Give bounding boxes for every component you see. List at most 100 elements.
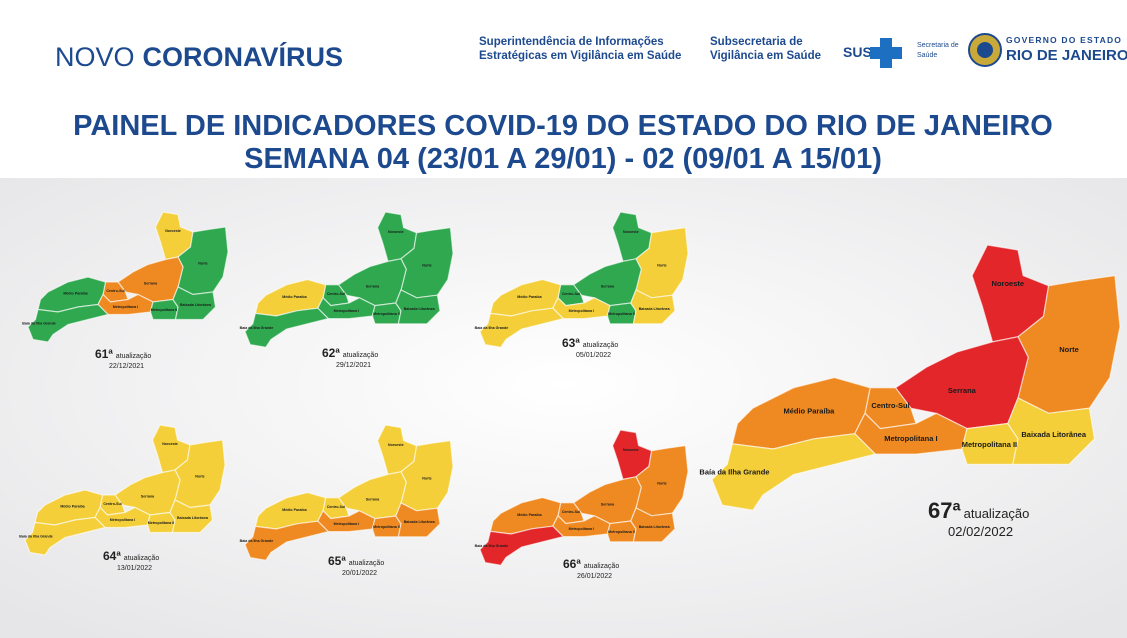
region-label: Metropolitana II — [608, 530, 635, 534]
rj-map: Noroeste Norte Serrana Centro-Sul Médio Para… — [22, 211, 229, 370]
gov-top: GOVERNO DO ESTADO — [1006, 35, 1122, 45]
update-date: 13/01/2022 — [117, 565, 152, 572]
region-label: Baía da Ilha Grande — [240, 326, 274, 330]
region — [317, 296, 376, 320]
brand-bold: CORONAVÍRUS — [143, 41, 344, 72]
region-label: Metropolitana II — [151, 308, 178, 312]
region-label: Metropolitana I — [334, 522, 360, 526]
region-label: Metropolitana II — [608, 312, 635, 316]
map-shapes — [479, 429, 689, 566]
sus-logo: SUS — [843, 44, 872, 60]
update-label: atualização — [583, 342, 619, 349]
update-date: 29/12/2021 — [336, 362, 371, 369]
region — [630, 289, 676, 325]
region-label: Serrana — [366, 497, 380, 501]
update-label: atualização — [116, 353, 152, 360]
region-label: Norte — [657, 482, 666, 486]
region-label: Noroeste — [623, 230, 639, 234]
region — [630, 507, 676, 543]
region-label: Médio Paraíba — [783, 406, 835, 415]
region-label: Serrana — [141, 495, 155, 499]
region-label: Noroeste — [388, 443, 404, 447]
update-label: atualização — [584, 563, 620, 570]
brand-light: NOVO — [55, 42, 135, 72]
region-label: Norte — [198, 262, 207, 266]
region-label: Baía da Ilha Grande — [22, 322, 56, 326]
region-label: Centro-Sul — [562, 510, 580, 514]
update-number: 63ª — [562, 336, 580, 350]
map-shapes — [244, 211, 454, 348]
region-label: Centro-Sul — [871, 401, 909, 410]
update-caption: 67ª atualização — [928, 498, 1029, 523]
region-label: Baixada Litorânea — [639, 525, 671, 529]
region-label: Metropolitana I — [113, 305, 139, 309]
region — [94, 506, 151, 529]
region-label: Baixada Litorânea — [404, 307, 436, 311]
region-label: Serrana — [144, 282, 158, 286]
gov-bottom: RIO DE JANEIRO — [1006, 47, 1127, 64]
region-label: Norte — [422, 477, 431, 481]
region-label: Norte — [1059, 345, 1079, 354]
region-label: Noroeste — [623, 448, 639, 452]
region-label: Centro-Sul — [103, 502, 121, 506]
region — [97, 293, 154, 316]
org2-line1: Subsecretaria de — [710, 36, 803, 48]
region-label: Metropolitana I — [884, 434, 937, 443]
maps: Noroeste Norte Serrana Centro-Sul Médio Para… — [19, 211, 1121, 580]
region-label: Baixada Litorânea — [180, 303, 212, 307]
update-caption: 62ª atualização — [322, 346, 378, 360]
region — [27, 303, 110, 343]
region — [24, 516, 107, 556]
region-label: Médio Paraíba — [63, 292, 88, 296]
region — [479, 525, 565, 566]
brand: NOVO CORONAVÍRUS — [55, 41, 343, 72]
region-label: Serrana — [601, 502, 615, 506]
region-label: Centro-Sul — [327, 292, 345, 296]
region-label: Norte — [422, 264, 431, 268]
region-label: Metropolitana II — [962, 440, 1017, 449]
region — [317, 509, 376, 533]
region — [1007, 397, 1096, 465]
region — [479, 307, 565, 348]
rj-map: Noroeste Norte Serrana Centro-Sul Médio Para… — [240, 424, 454, 577]
rj-map: Noroeste Norte Serrana Centro-Sul Médio Para… — [699, 244, 1121, 539]
sus-cross — [870, 38, 902, 68]
region-label: Médio Paraíba — [282, 295, 307, 299]
org2-line2: Vigilância em Saúde — [710, 50, 821, 62]
region — [244, 520, 330, 561]
update-date: 02/02/2022 — [948, 524, 1013, 539]
region-label: Metropolitana I — [334, 309, 360, 313]
map-shapes — [27, 211, 229, 343]
region-label: Noroeste — [388, 230, 404, 234]
region-label: Noroeste — [165, 229, 181, 233]
region-label: Baía da Ilha Grande — [19, 535, 53, 539]
region-label: Médio Paraíba — [282, 508, 307, 512]
map-shapes — [244, 424, 454, 561]
region — [395, 289, 441, 325]
rj-map: Noroeste Norte Serrana Centro-Sul Médio Para… — [19, 424, 226, 572]
region-label: Baixada Litorânea — [1021, 430, 1086, 439]
region — [172, 286, 217, 321]
region-label: Norte — [657, 264, 666, 268]
update-number: 62ª — [322, 346, 340, 360]
region — [169, 499, 214, 534]
update-label: atualização — [343, 352, 379, 359]
region-label: Baía da Ilha Grande — [240, 539, 274, 543]
update-caption: 63ª atualização — [562, 336, 618, 350]
secretaria-line1: Secretaria de — [917, 42, 959, 49]
rj-map: Noroeste Norte Serrana Centro-Sul Médio Para… — [240, 211, 454, 369]
map-shapes — [711, 244, 1121, 511]
region-label: Noroeste — [992, 279, 1025, 288]
region-label: Metropolitana II — [373, 312, 400, 316]
update-date: 26/01/2022 — [577, 573, 612, 580]
region-label: Baixada Litorânea — [404, 520, 436, 524]
region-label: Metropolitana II — [373, 525, 400, 529]
region-label: Baía da Ilha Grande — [699, 468, 769, 477]
org1-line2: Estratégicas em Vigilância em Saúde — [479, 50, 681, 62]
title-line2: SEMANA 04 (23/01 A 29/01) - 02 (09/01 A … — [244, 143, 882, 175]
region-label: Baía da Ilha Grande — [475, 326, 509, 330]
region-label: Centro-Sul — [562, 292, 580, 296]
rj-map: Noroeste Norte Serrana Centro-Sul Médio Para… — [475, 429, 689, 580]
update-caption: 65ª atualização — [328, 554, 384, 568]
